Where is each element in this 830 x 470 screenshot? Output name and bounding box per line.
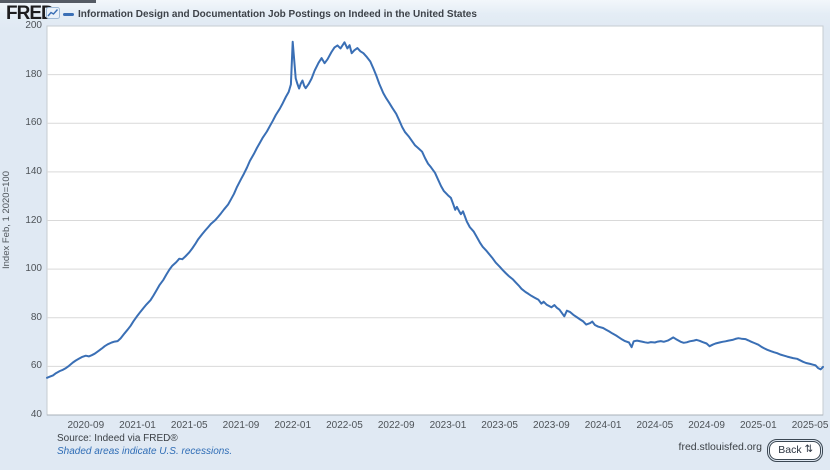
series-title: Information Design and Documentation Job… (78, 9, 477, 20)
y-tick-label-160: 160 (25, 117, 42, 129)
up-down-arrows-icon: ⇅ (804, 444, 813, 455)
x-tick-label-2025-01: 2025-01 (739, 420, 777, 431)
y-tick-label-200: 200 (25, 20, 42, 31)
fred-logo[interactable]: FRED (6, 3, 55, 24)
y-tick-label-120: 120 (25, 214, 42, 226)
x-tick-label-2024-01: 2024-01 (584, 420, 622, 431)
window-edge-artifact (0, 0, 96, 3)
x-tick-label-2023-01: 2023-01 (429, 420, 467, 431)
series-legend-key (63, 13, 74, 16)
y-tick-label-40: 40 (30, 409, 42, 420)
x-tick-label-2020-09: 2020-09 (67, 420, 105, 431)
back-button[interactable]: Back ⇅ (766, 438, 824, 463)
y-tick-label-60: 60 (30, 360, 42, 372)
y-tick-label-80: 80 (30, 311, 42, 323)
x-tick-label-2023-09: 2023-09 (533, 420, 570, 431)
x-tick-label-2024-05: 2024-05 (636, 420, 674, 431)
x-tick-label-2021-09: 2021-09 (222, 420, 260, 431)
x-tick-label-2021-05: 2021-05 (170, 420, 208, 431)
recessions-note-link[interactable]: Shaded areas indicate U.S. recessions. (57, 446, 233, 457)
series-line (46, 40, 824, 379)
x-tick-label-2024-09: 2024-09 (688, 420, 725, 431)
x-tick-label-2022-09: 2022-09 (377, 420, 415, 431)
back-button-label: Back (778, 444, 802, 456)
y-tick-label-180: 180 (25, 68, 42, 80)
x-tick-label-2023-05: 2023-05 (481, 420, 518, 431)
source-text: Source: Indeed via FRED® (57, 433, 178, 444)
y-tick-label-140: 140 (25, 165, 42, 177)
chart-header: FRED Information Design and Documentatio… (0, 0, 830, 24)
fred-sparkline-icon (46, 7, 60, 19)
fred-site-link[interactable]: fred.stlouisfed.org (678, 441, 762, 453)
x-tick-label-2021-01: 2021-01 (119, 420, 156, 431)
x-tick-label-2022-01: 2022-01 (274, 420, 312, 431)
x-tick-label-2022-05: 2022-05 (326, 420, 363, 431)
x-tick-label-2025-05: 2025-05 (791, 420, 829, 431)
y-tick-label-100: 100 (25, 263, 42, 275)
